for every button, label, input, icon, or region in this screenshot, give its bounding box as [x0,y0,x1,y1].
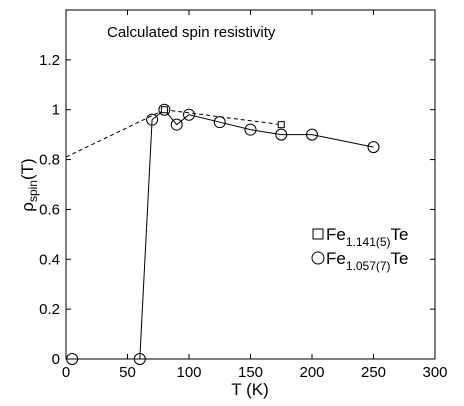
series-2-point [146,113,159,126]
x-tick-label: 50 [119,364,136,381]
legend-entry-1-sub: 1.141(5) [346,235,391,249]
legend-entry-2: Fe1.057(7)Te [326,249,409,273]
x-tick-label: 300 [422,364,447,381]
series-2-point [133,353,146,365]
y-tick-label: 0.4 [39,251,60,268]
y-tick-label: 0.8 [39,152,60,169]
y-axis-label-tail: (T) [18,158,37,180]
series-2-point [367,141,380,154]
x-tick-label: 150 [238,364,263,381]
y-axis-label-sub: spin [26,180,40,202]
series-2-point [275,128,288,141]
y-axis-label: ρspin(T) [18,158,40,211]
plot-area [65,9,436,360]
legend-entry-2-sub: 1.057(7) [346,259,391,273]
series-1-point [277,121,285,129]
y-tick-label: 1.2 [39,52,60,69]
chart-title: Calculated spin resistivity [107,24,276,41]
y-tick-label: 0.6 [39,201,60,218]
legend-entry-2-tail: Te [391,249,409,268]
x-tick-label: 250 [361,364,386,381]
series-1-extrapolation-line [65,109,165,158]
legend-entry-1-tail: Te [391,225,409,244]
y-axis-label-main: ρ [18,202,37,212]
axis-ticks: 0 50 100 150 200 250 300 0 0.2 0.4 0.6 0.8 1 1.2 [39,10,448,381]
series-2-point [306,128,318,141]
legend-entry-2-main: Fe [326,249,346,268]
x-tick-label: 100 [176,364,201,381]
y-tick-label: 0.2 [39,301,60,318]
legend-square-marker [312,228,324,240]
series-1-point [160,106,168,114]
series-2-point [170,118,183,131]
series-2-point [244,123,257,136]
x-axis-label: T (K) [231,380,268,399]
series-2-point [158,103,171,116]
x-tick-label: 0 [62,364,70,381]
legend-entry-1-main: Fe [326,225,346,244]
series-2-point [183,108,195,121]
series-2-point [213,116,226,129]
series-markers [66,103,380,365]
x-tick-label: 200 [299,364,324,381]
y-tick-label: 1 [52,102,60,119]
legend-entry-1: Fe1.141(5)Te [326,225,409,249]
legend: Fe1.141(5)Te Fe1.057(7)Te [311,225,409,273]
series-2-line [139,109,374,360]
series-2-point [66,353,79,365]
y-tick-label: 0 [52,351,60,368]
legend-circle-marker [311,251,325,265]
